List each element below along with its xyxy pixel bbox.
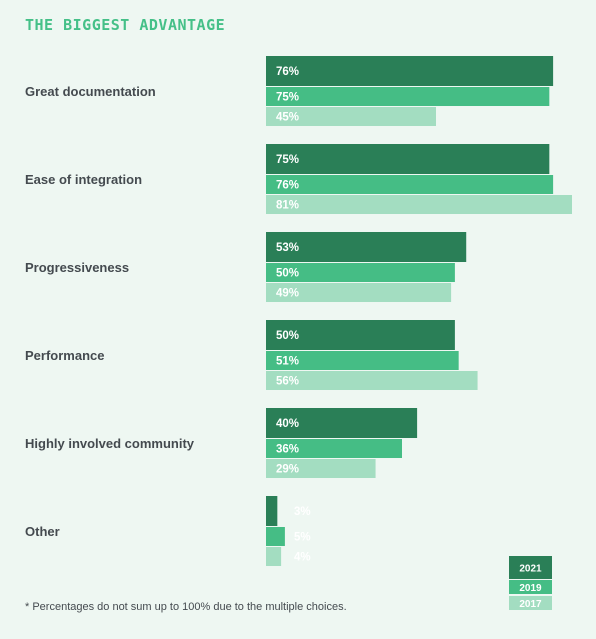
data-label: 75% — [276, 92, 299, 104]
bar-2021 — [266, 496, 278, 526]
data-label: 49% — [276, 288, 299, 300]
bar-2019 — [266, 175, 554, 194]
legend-swatch-2021 — [509, 556, 552, 579]
legend-label: 2021 — [519, 564, 542, 575]
legend-label: 2019 — [519, 583, 542, 594]
bar-2021 — [266, 408, 418, 438]
bar-2021 — [266, 320, 455, 350]
data-label: 75% — [276, 154, 299, 166]
bar-2017 — [266, 283, 452, 302]
bar-2019 — [266, 263, 455, 282]
data-label: 50% — [276, 268, 299, 280]
bar-2017 — [266, 547, 282, 566]
bar-2019 — [266, 439, 402, 458]
category-label: Progressiveness — [25, 260, 129, 275]
bar-2021 — [266, 56, 554, 86]
bar-2019 — [266, 87, 550, 106]
bar-2017 — [266, 459, 376, 478]
data-label: 5% — [294, 532, 311, 544]
data-label: 81% — [276, 200, 299, 212]
bar-2021 — [266, 144, 550, 174]
bar-2019 — [266, 351, 459, 370]
chart-title: THE BIGGEST ADVANTAGE — [25, 16, 226, 34]
data-label: 76% — [276, 180, 299, 192]
category-label: Highly involved community — [25, 436, 195, 451]
category-label: Other — [25, 524, 60, 539]
data-label: 45% — [276, 112, 299, 124]
legend-swatch-2017 — [509, 596, 552, 610]
data-label: 3% — [294, 506, 311, 518]
data-label: 4% — [294, 552, 311, 564]
data-label: 29% — [276, 464, 299, 476]
data-label: 40% — [276, 418, 299, 430]
bar-2017 — [266, 107, 436, 126]
bar-2019 — [266, 527, 285, 546]
data-label: 76% — [276, 66, 299, 78]
footnote: * Percentages do not sum up to 100% due … — [25, 601, 347, 613]
bar-2017 — [266, 195, 572, 214]
data-label: 51% — [276, 356, 299, 368]
bar-2021 — [266, 232, 467, 262]
data-label: 53% — [276, 242, 299, 254]
legend-swatch-2019 — [509, 580, 552, 594]
category-label: Great documentation — [25, 84, 156, 99]
data-label: 56% — [276, 376, 299, 388]
category-label: Performance — [25, 348, 104, 363]
data-label: 36% — [276, 444, 299, 456]
legend-label: 2017 — [519, 599, 542, 610]
bar-2017 — [266, 371, 478, 390]
category-label: Ease of integration — [25, 172, 142, 187]
data-label: 50% — [276, 330, 299, 342]
